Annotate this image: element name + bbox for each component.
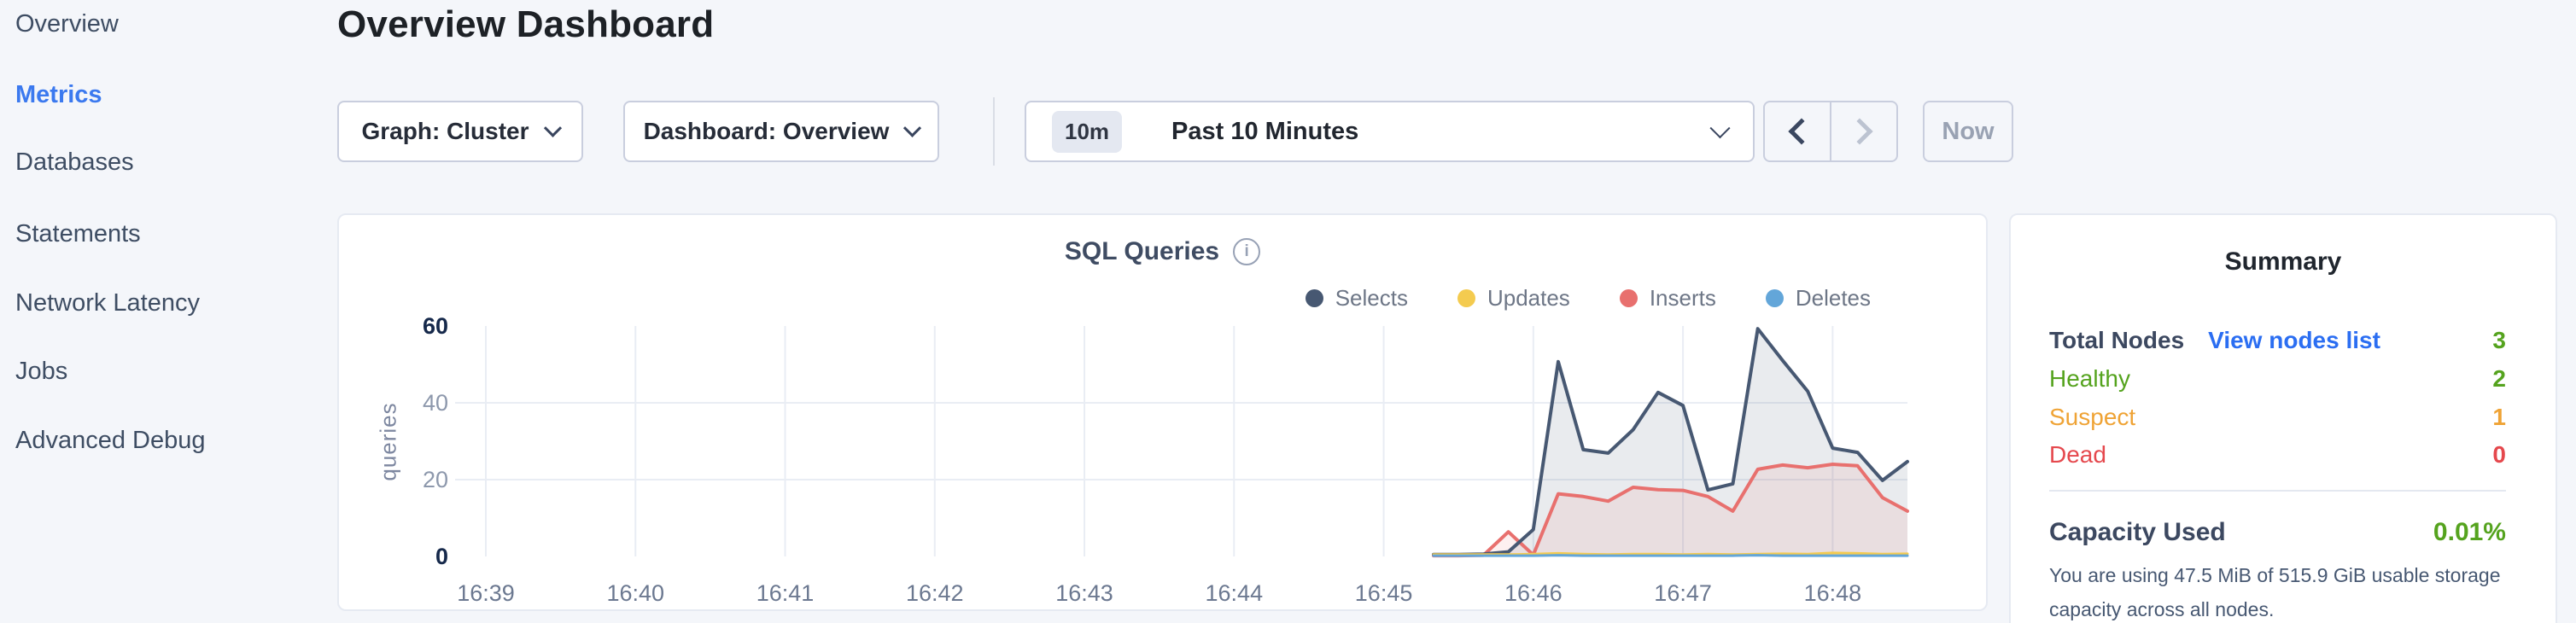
sidebar-item-advanced-debug[interactable]: Advanced Debug [15, 426, 206, 454]
chevron-down-icon [543, 119, 562, 137]
legend-label: Deletes [1795, 285, 1871, 311]
capacity-used-label: Capacity Used [2049, 518, 2226, 546]
x-tick-label: 16:48 [1803, 580, 1862, 606]
legend-dot-icon [1619, 289, 1638, 307]
suspect-value: 1 [2492, 404, 2506, 430]
legend-dot-icon [1765, 289, 1784, 307]
x-tick-label: 16:41 [756, 580, 815, 606]
legend-label: Updates [1487, 285, 1570, 311]
view-nodes-list-link[interactable]: View nodes list [2208, 327, 2380, 353]
toolbar-divider [993, 97, 995, 166]
chevron-right-icon [1846, 118, 1873, 145]
chevron-left-icon [1788, 118, 1815, 145]
selects-line [1432, 327, 1909, 556]
dashboard-dropdown-label: Dashboard: Overview [643, 118, 890, 144]
x-tick-label: 16:40 [606, 580, 665, 606]
legend-label: Inserts [1649, 285, 1716, 311]
graph-dropdown[interactable]: Graph: Cluster [337, 101, 583, 162]
info-icon[interactable]: i [1233, 238, 1261, 265]
x-tick-label: 16:42 [905, 580, 964, 606]
x-tick-label: 16:46 [1504, 580, 1563, 606]
legend-label: Selects [1335, 285, 1408, 311]
chevron-down-icon [903, 119, 922, 137]
legend-item-inserts[interactable]: Inserts [1619, 285, 1716, 312]
time-step-buttons [1763, 101, 1898, 162]
legend-item-updates[interactable]: Updates [1457, 285, 1570, 312]
x-tick-label: 16:45 [1354, 580, 1413, 606]
sidebar-item-databases[interactable]: Databases [15, 148, 134, 176]
y-tick-label: 0 [435, 544, 448, 569]
dead-label: Dead [2049, 441, 2106, 468]
selects-area [1434, 329, 1907, 556]
healthy-value: 2 [2492, 365, 2506, 392]
summary-row-healthy: Healthy 2 [2049, 362, 2506, 396]
x-tick-label: 16:47 [1654, 580, 1712, 606]
inserts-area [1434, 464, 1907, 556]
sidebar-item-network-latency[interactable]: Network Latency [15, 288, 200, 317]
summary-row-suspect: Suspect 1 [2049, 400, 2506, 434]
legend-item-deletes[interactable]: Deletes [1765, 285, 1871, 312]
summary-row-capacity: Capacity Used 0.01% [2049, 514, 2506, 551]
sidebar-item-statements[interactable]: Statements [15, 219, 141, 247]
sql-queries-chart-card: SQL Queries i Selects Updates Inserts Delet… [337, 213, 1988, 611]
chart-title: SQL Queries [1064, 237, 1220, 265]
legend-dot-icon [1305, 289, 1323, 307]
dashboard-dropdown[interactable]: Dashboard: Overview [623, 101, 939, 162]
x-tick-label: 16:39 [457, 580, 515, 606]
y-axis-label: queries [375, 401, 401, 481]
now-button-label: Now [1942, 117, 1995, 145]
legend-dot-icon [1457, 289, 1475, 307]
y-tick-label: 20 [422, 467, 448, 492]
sql-queries-plot[interactable] [455, 326, 1909, 558]
legend-item-selects[interactable]: Selects [1305, 285, 1408, 312]
now-button[interactable]: Now [1923, 101, 2013, 162]
sidebar-item-overview[interactable]: Overview [15, 9, 119, 38]
time-step-back-button[interactable] [1765, 102, 1831, 160]
graph-dropdown-label: Graph: Cluster [361, 118, 529, 144]
time-range-label: Past 10 Minutes [1171, 117, 1359, 145]
chart-legend: Selects Updates Inserts Deletes [1305, 285, 1871, 312]
summary-title: Summary [2224, 247, 2342, 276]
time-range-badge: 10m [1052, 110, 1123, 153]
y-tick-label: 60 [422, 313, 448, 339]
dead-value: 0 [2492, 441, 2506, 468]
x-tick-label: 16:43 [1055, 580, 1113, 606]
summary-row-total-nodes: Total Nodes View nodes list 3 [2049, 323, 2506, 358]
x-tick-label: 16:44 [1205, 580, 1264, 606]
summary-row-dead: Dead 0 [2049, 438, 2506, 472]
time-range-dropdown[interactable]: 10m Past 10 Minutes [1025, 101, 1755, 162]
capacity-used-value: 0.01% [2433, 518, 2506, 546]
suspect-label: Suspect [2049, 404, 2136, 430]
summary-panel: Summary Total Nodes View nodes list 3 He… [2009, 213, 2557, 623]
sidebar-item-metrics[interactable]: Metrics [15, 80, 102, 108]
total-nodes-value: 3 [2492, 327, 2506, 353]
summary-divider [2049, 490, 2506, 492]
chevron-down-icon [1709, 117, 1731, 138]
healthy-label: Healthy [2049, 365, 2130, 392]
page-title: Overview Dashboard [337, 3, 715, 45]
sidebar-item-jobs[interactable]: Jobs [15, 357, 68, 385]
total-nodes-label: Total Nodes [2049, 327, 2185, 353]
y-tick-label: 40 [422, 390, 448, 416]
capacity-description: You are using 47.5 MiB of 515.9 GiB usab… [2049, 564, 2501, 620]
time-step-forward-button[interactable] [1831, 102, 1896, 160]
inserts-line [1432, 463, 1909, 558]
